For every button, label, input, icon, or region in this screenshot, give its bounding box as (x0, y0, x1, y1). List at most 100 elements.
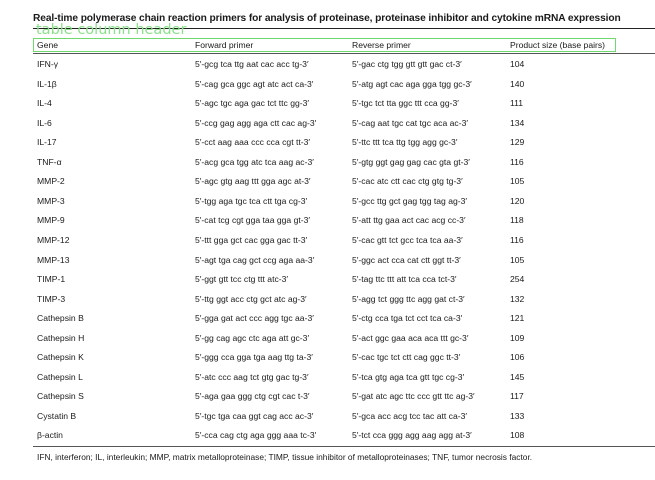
bottom-rule (33, 446, 655, 447)
cell-product-size: 120 (510, 195, 525, 206)
cell-product-size: 134 (510, 117, 525, 128)
column-header-product-size: Product size (base pairs) (510, 40, 606, 50)
cell-forward-primer: 5′-agt tga cag gct ccg aga aa-3′ (195, 254, 315, 265)
cell-reverse-primer: 5′-ggc act cca cat ctt ggt tt-3′ (352, 254, 461, 265)
table-row: Cathepsin S 5′-aga gaa ggg ctg cgt cac t-… (0, 388, 655, 405)
cell-forward-primer: 5′-ggt gtt tcc ctg ttt atc-3′ (195, 274, 289, 285)
cell-product-size: 117 (510, 391, 524, 402)
cell-reverse-primer: 5′-cac atc ctt cac ctg gtg tg-3′ (352, 176, 463, 187)
table-row: IFN-γ 5′-gcg tca ttg aat cac acc tg-3′ 5′-… (0, 56, 655, 73)
cell-gene: TIMP-3 (37, 293, 66, 304)
cell-gene: TNF-α (37, 156, 62, 167)
cell-reverse-primer: 5′-tca gtg aga tca gtt tgc cg-3′ (352, 371, 465, 382)
cell-product-size: 132 (510, 293, 525, 304)
cell-gene: Cathepsin L (37, 371, 83, 382)
cell-forward-primer: 5′-cct aag aaa ccc cca cgt tt-3′ (195, 137, 310, 148)
cell-forward-primer: 5′-atc ccc aag tct gtg gac tg-3′ (195, 371, 309, 382)
table-row: IL-6 5′-ccg gag agg aga ctt cac ag-3′ 5′-c… (0, 115, 655, 132)
table-row: MMP-3 5′-tgg aga tgc tca ctt tga cg-3′ 5′-… (0, 193, 655, 210)
column-header-gene: Gene (37, 40, 59, 50)
cell-gene: IL-6 (37, 117, 52, 128)
cell-gene: IL-1β (37, 78, 57, 89)
cell-product-size: 109 (510, 332, 525, 343)
cell-forward-primer: 5′-cat tcg cgt gga taa gga gt-3′ (195, 215, 311, 226)
cell-gene: Cathepsin B (37, 313, 84, 324)
table-row: Cystatin B 5′-tgc tga caa ggt cag acc ac-… (0, 408, 655, 425)
cell-gene: MMP-13 (37, 254, 70, 265)
cell-product-size: 106 (510, 352, 525, 363)
cell-gene: Cathepsin H (37, 332, 85, 343)
cell-forward-primer: 5′-gcg tca ttg aat cac acc tg-3′ (195, 59, 309, 69)
cell-forward-primer: 5′-tgc tga caa ggt cag acc ac-3′ (195, 410, 314, 421)
cell-reverse-primer: 5′-cac gtt tct gcc tca tca aa-3′ (352, 234, 463, 245)
table-row: Cathepsin B 5′-gga gat act ccc agg tgc aa… (0, 310, 655, 327)
cell-forward-primer: 5′-ggg cca gga tga aag ttg ta-3′ (195, 352, 313, 363)
cell-product-size: 254 (510, 274, 525, 285)
cell-product-size: 104 (510, 59, 525, 69)
cell-forward-primer: 5′-agc tgc aga gac tct ttc gg-3′ (195, 98, 310, 109)
cell-product-size: 140 (510, 78, 525, 89)
cell-product-size: 129 (510, 137, 525, 148)
cell-product-size: 133 (510, 410, 525, 421)
cell-product-size: 121 (510, 313, 525, 324)
cell-product-size: 118 (510, 215, 524, 226)
cell-reverse-primer: 5′-gcc ttg gct gag tgg tag ag-3′ (352, 195, 468, 206)
table-row: IL-4 5′-agc tgc aga gac tct ttc gg-3′ 5′-t… (0, 95, 655, 112)
table-title: Real-time polymerase chain reaction prim… (33, 13, 621, 24)
table-row: MMP-9 5′-cat tcg cgt gga taa gga gt-3′ 5′-… (0, 212, 655, 229)
table-row: TIMP-3 5′-ttg ggt acc ctg gct atc ag-3′ 5′… (0, 291, 655, 308)
cell-reverse-primer: 5′-gac ctg tgg gtt gtt gac ct-3′ (352, 59, 462, 69)
column-header-reverse-primer: Reverse primer (352, 40, 411, 50)
cell-reverse-primer: 5′-cac tgc tct ctt cag ggc tt-3′ (352, 352, 461, 363)
cell-product-size: 116 (510, 156, 524, 167)
cell-gene: IL-4 (37, 98, 52, 109)
cell-reverse-primer: 5′-act ggc gaa aca aca ttt gc-3′ (352, 332, 469, 343)
cell-reverse-primer: 5′-tag ttc ttt att tca cca tct-3′ (352, 274, 457, 285)
table-row: β-actin 5′-cca cag ctg aga ggg aaa tc-3′ 5… (0, 427, 655, 444)
table-row: Cathepsin K 5′-ggg cca gga tga aag ttg ta… (0, 349, 655, 366)
cell-reverse-primer: 5′-atg agt cac aga gga tgg gc-3′ (352, 78, 472, 89)
cell-gene: Cystatin B (37, 410, 77, 421)
cell-reverse-primer: 5′-ctg cca tga tct cct tca ca-3′ (352, 313, 463, 324)
top-rule (33, 28, 655, 29)
cell-gene: MMP-12 (37, 234, 70, 245)
column-header-forward-primer: Forward primer (195, 40, 254, 50)
cell-reverse-primer: 5′-tgc tct tta ggc ttt cca gg-3′ (352, 98, 459, 109)
cell-forward-primer: 5′-aga gaa ggg ctg cgt cac t-3′ (195, 391, 310, 402)
cell-reverse-primer: 5′-gat atc agc ttc ccc gtt ttc ag-3′ (352, 391, 475, 402)
cell-forward-primer: 5′-ttt gga gct cac gga gac tt-3′ (195, 234, 308, 245)
cell-gene: MMP-9 (37, 215, 65, 226)
cell-forward-primer: 5′-agc gtg aag ttt gga agc at-3′ (195, 176, 311, 187)
table-row: MMP-12 5′-ttt gga gct cac gga gac tt-3′ 5′… (0, 232, 655, 249)
table-row: MMP-13 5′-agt tga cag gct ccg aga aa-3′ 5′… (0, 252, 655, 269)
table-row: Cathepsin L 5′-atc ccc aag tct gtg gac tg… (0, 369, 655, 386)
table-row: TIMP-1 5′-ggt gtt tcc ctg ttt atc-3′ 5′-ta… (0, 271, 655, 288)
cell-product-size: 116 (510, 234, 524, 245)
cell-reverse-primer: 5′-cag aat tgc cat tgc aca ac-3′ (352, 117, 468, 128)
cell-forward-primer: 5′-ttg ggt acc ctg gct atc ag-3′ (195, 293, 307, 304)
table-header-row: Gene Forward primer Reverse primer Produ… (0, 37, 655, 54)
annotation-label: table column header (36, 22, 187, 38)
table-row: IL-17 5′-cct aag aaa ccc cca cgt tt-3′ 5′-… (0, 134, 655, 151)
cell-gene: MMP-3 (37, 195, 65, 206)
cell-forward-primer: 5′-cca cag ctg aga ggg aaa tc-3′ (195, 430, 317, 441)
cell-gene: MMP-2 (37, 176, 65, 187)
table-row: IL-1β 5′-cag gca ggc agt atc act ca-3′ 5′-… (0, 76, 655, 93)
cell-product-size: 111 (510, 98, 524, 109)
cell-forward-primer: 5′-cag gca ggc agt atc act ca-3′ (195, 78, 314, 89)
cell-product-size: 105 (510, 176, 525, 187)
cell-product-size: 105 (510, 254, 525, 265)
cell-product-size: 108 (510, 430, 525, 441)
cell-reverse-primer: 5′-gca acc acg tcc tac att ca-3′ (352, 410, 467, 421)
table-row: MMP-2 5′-agc gtg aag ttt gga agc at-3′ 5′-… (0, 173, 655, 190)
cell-reverse-primer: 5′-ttc ttt tca ttg tgg agg gc-3′ (352, 137, 458, 148)
cell-gene: Cathepsin K (37, 352, 84, 363)
cell-forward-primer: 5′-gg cag agc ctc aga att gc-3′ (195, 332, 310, 343)
cell-gene: IFN-γ (37, 59, 59, 69)
table-row: Cathepsin H 5′-gg cag agc ctc aga att gc-… (0, 330, 655, 347)
cell-gene: β-actin (37, 430, 63, 441)
cell-reverse-primer: 5′-agg tct ggg ttc agg gat ct-3′ (352, 293, 465, 304)
header-rule (33, 53, 655, 54)
annotation-box (33, 38, 616, 52)
cell-gene: Cathepsin S (37, 391, 84, 402)
